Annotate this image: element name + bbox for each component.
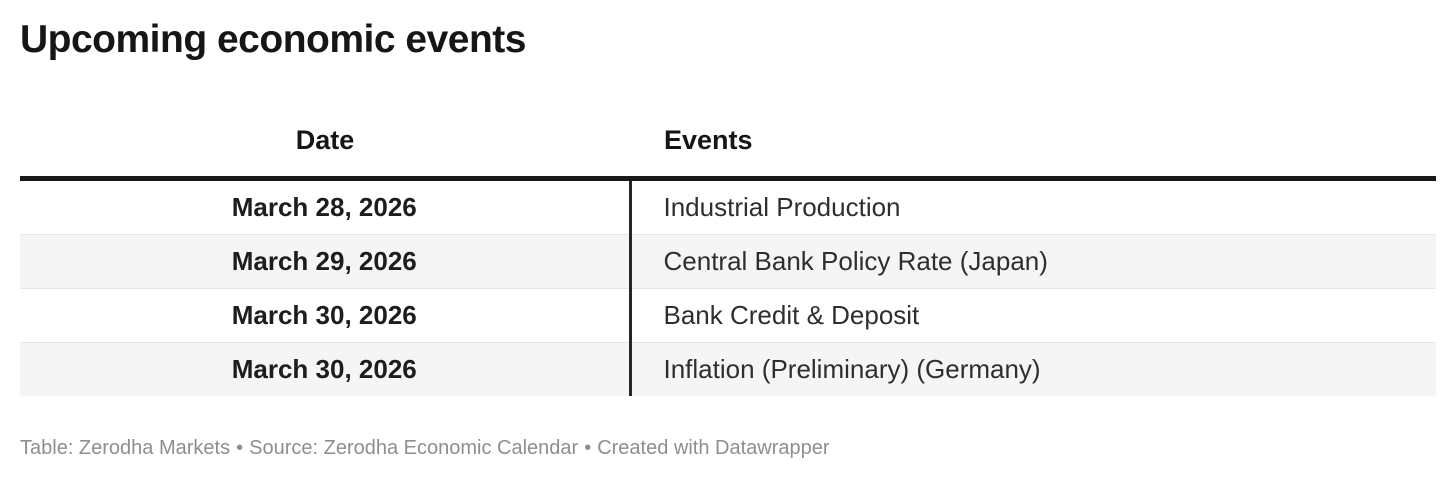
table-row: March 30, 2026 Bank Credit & Deposit — [20, 288, 1436, 343]
page: Upcoming economic events Date Events Mar… — [20, 18, 1436, 460]
date-cell: March 29, 2026 — [231, 246, 417, 276]
footer-bullet: • — [584, 437, 592, 459]
column-header-events: Events — [664, 125, 753, 155]
footer-datawrapper-credit: Created with Datawrapper — [597, 437, 830, 459]
event-cell: Bank Credit & Deposit — [628, 288, 1436, 343]
footer-source: Source: Zerodha Economic Calendar — [249, 437, 579, 459]
table-row: March 29, 2026 Central Bank Policy Rate … — [20, 234, 1436, 289]
footer-attribution: Table: Zerodha Markets — [20, 437, 231, 459]
table-row: March 28, 2026 Industrial Production — [20, 178, 1436, 235]
column-header-date: Date — [295, 125, 355, 155]
table-row: March 30, 2026 Inflation (Preliminary) (… — [20, 342, 1436, 396]
date-cell: March 30, 2026 — [231, 354, 417, 384]
table-footer: Table: Zerodha Markets • Source: Zerodha E… — [20, 436, 1436, 460]
page-title: Upcoming economic events — [20, 18, 526, 61]
date-cell: March 30, 2026 — [231, 300, 417, 330]
event-cell: Industrial Production — [628, 178, 1436, 235]
date-cell: March 28, 2026 — [231, 192, 417, 222]
event-cell: Inflation (Preliminary) (Germany) — [628, 342, 1436, 396]
events-table: Date Events March 28, 2026 Industrial Pr… — [20, 64, 1436, 396]
table-header-row: Date Events — [20, 64, 1436, 179]
event-cell: Central Bank Policy Rate (Japan) — [628, 234, 1436, 289]
footer-bullet: • — [236, 437, 244, 459]
